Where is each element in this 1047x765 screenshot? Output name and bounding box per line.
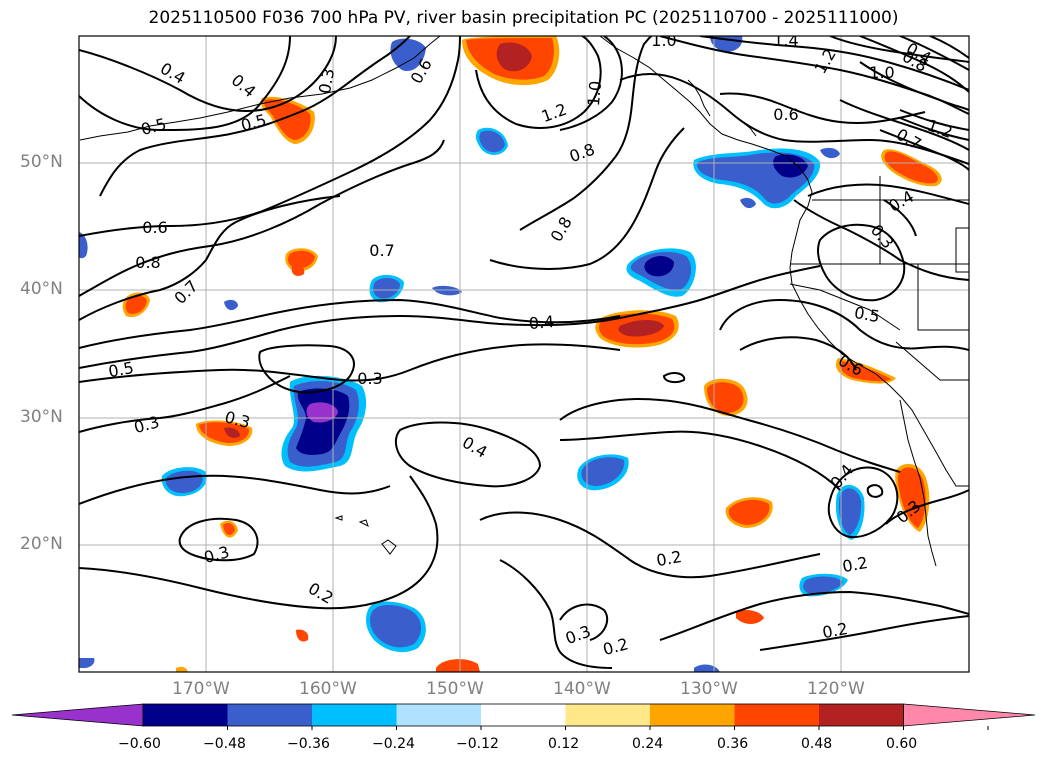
- colorbar-tick-label: 0.36: [717, 736, 749, 752]
- colorbar-segment: [312, 704, 397, 726]
- contour-label: 0.4: [528, 312, 555, 333]
- lat-label: 20°N: [20, 534, 63, 554]
- contour-label: 1.0: [869, 63, 894, 82]
- contour-label: 0.6: [773, 105, 798, 124]
- lat-label: 30°N: [20, 407, 63, 427]
- colorbar: [11, 703, 1036, 730]
- contour-label: 0.7: [369, 241, 394, 260]
- contour-label: 1.0: [651, 31, 676, 50]
- colorbar-tick-label: −0.60: [118, 736, 161, 752]
- colorbar-segment: [227, 704, 313, 726]
- colorbar-tick-label: −0.36: [287, 736, 330, 752]
- lon-label: 150°W: [426, 679, 484, 699]
- colorbar-segment: [650, 704, 735, 726]
- colorbar-tick-label: 0.48: [801, 736, 833, 752]
- contour-label: 1.0: [584, 80, 605, 107]
- map-frame: [78, 35, 970, 673]
- lat-label: 50°N: [20, 152, 63, 172]
- contour-label: 0.5: [853, 303, 881, 326]
- colorbar-tick-label: −0.12: [456, 736, 499, 752]
- colorbar-extend-high: [903, 703, 1036, 727]
- colorbar-tick-label: 0.60: [886, 736, 918, 752]
- contour-label: 0.2: [821, 619, 849, 642]
- colorbar-segment: [396, 704, 482, 726]
- contour-label: 0.3: [315, 67, 338, 95]
- precip-shading: [79, 36, 942, 672]
- contour-label: 0.3: [357, 369, 382, 388]
- pv-contours: [79, 36, 969, 669]
- colorbar-tick-label: −0.24: [372, 736, 415, 752]
- contour-label: 0.8: [135, 253, 160, 272]
- colorbar-frame: [142, 703, 904, 727]
- colorbar-segment: [734, 704, 820, 726]
- lon-label: 120°W: [807, 679, 865, 699]
- colorbar-segment: [481, 704, 566, 726]
- colorbar-tick-label: 0.24: [632, 736, 664, 752]
- lon-label: 140°W: [553, 679, 611, 699]
- lon-label: 160°W: [299, 679, 357, 699]
- contour-label: 0.5: [107, 358, 135, 381]
- colorbar-segment: [565, 704, 651, 726]
- contour-label: 0.2: [841, 553, 869, 576]
- contour-label: 0.2: [655, 547, 683, 570]
- lon-label: 170°W: [172, 679, 230, 699]
- lat-label: 40°N: [20, 279, 63, 299]
- colorbar-segment: [819, 704, 904, 726]
- contour-label: 0.6: [142, 218, 167, 237]
- contour-label: 1.4: [773, 31, 798, 50]
- colorbar-tick-label: −0.48: [203, 736, 246, 752]
- colorbar-tick-label: 0.12: [548, 736, 580, 752]
- colorbar-segment: [143, 704, 228, 726]
- map-title: 2025110500 F036 700 hPa PV, river basin …: [148, 8, 899, 28]
- lon-label: 130°W: [680, 679, 738, 699]
- colorbar-extend-low: [11, 703, 144, 727]
